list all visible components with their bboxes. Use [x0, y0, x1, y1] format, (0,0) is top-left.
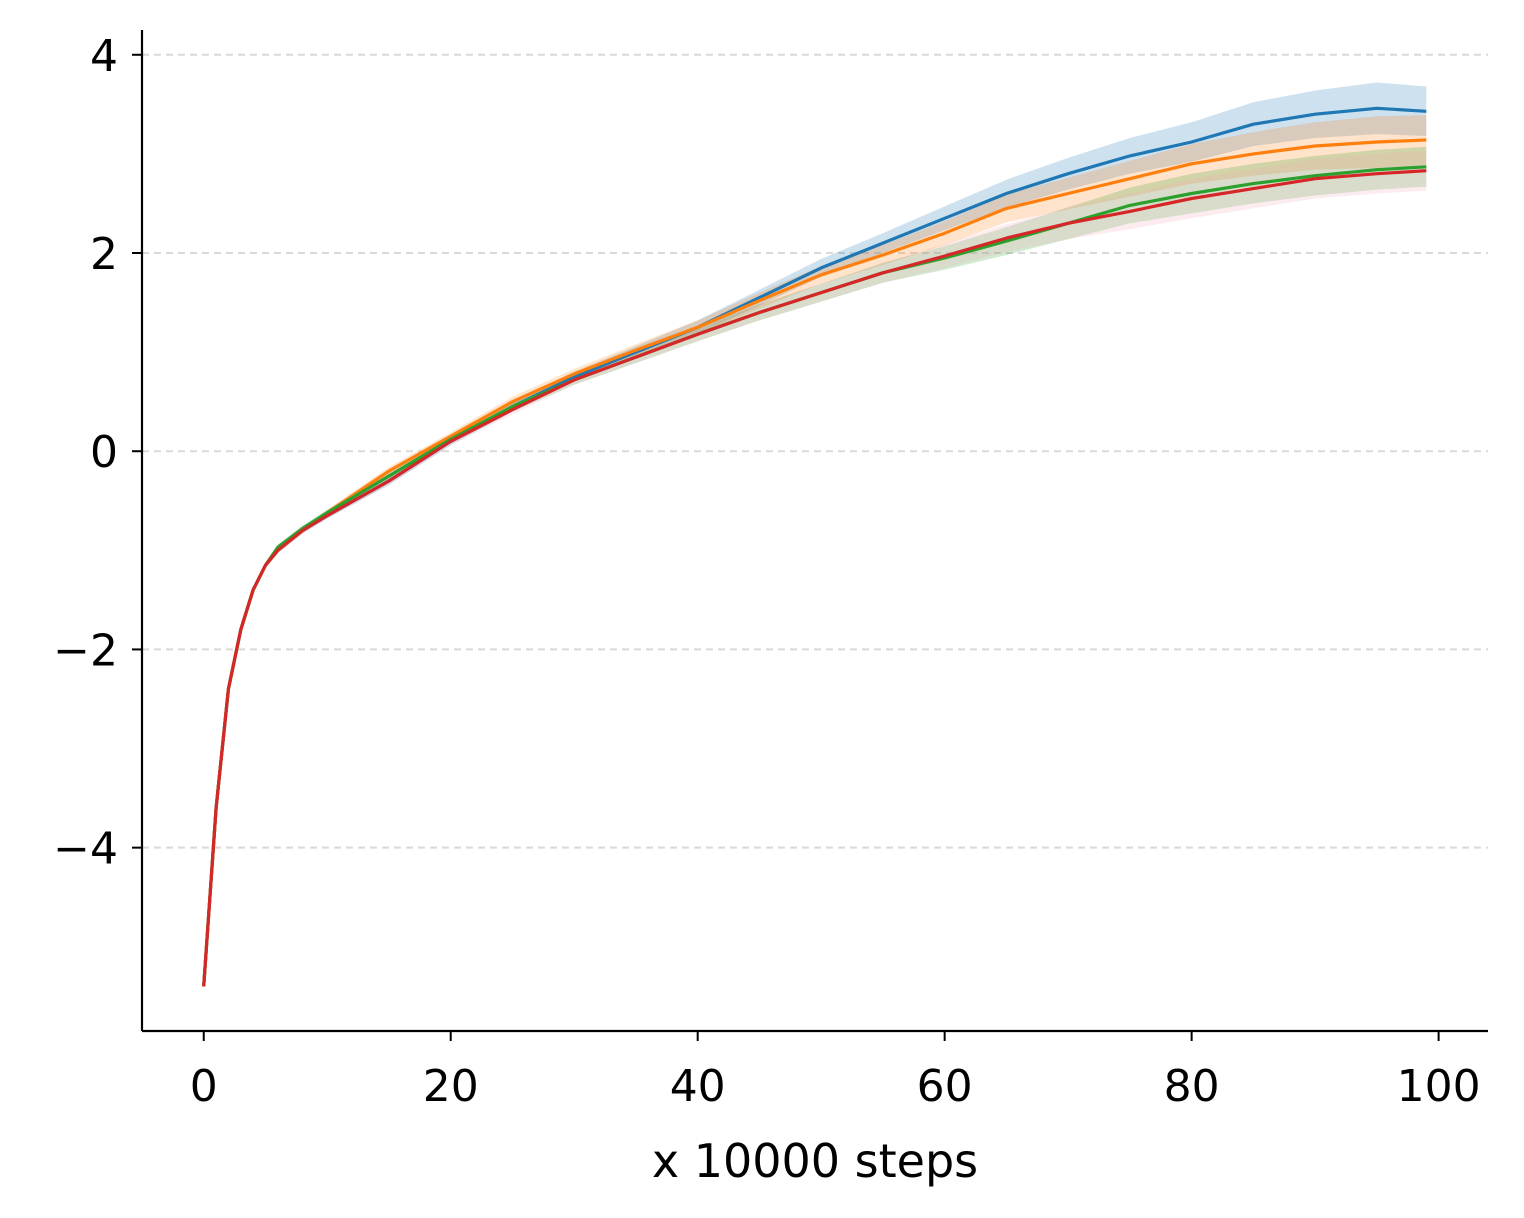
confidence-bands — [203, 82, 1427, 989]
series-2-band — [203, 115, 1427, 989]
x-tick-label: 20 — [423, 1061, 479, 1112]
series-lines — [202, 106, 1427, 987]
x-tick-label: 0 — [190, 1061, 218, 1112]
x-axis-label: x 10000 steps — [652, 1134, 978, 1188]
series-1-line — [202, 106, 1427, 987]
y-tick-label: −4 — [53, 824, 118, 875]
x-tick-label: 40 — [670, 1061, 726, 1112]
series-4-line — [202, 169, 1427, 987]
grid-lines — [142, 53, 1488, 849]
y-tick-label: −2 — [53, 625, 118, 676]
x-tick-label: 100 — [1397, 1061, 1481, 1112]
y-tick-label: 2 — [90, 229, 118, 280]
x-tick-label: 60 — [917, 1061, 973, 1112]
series-1-band — [203, 82, 1427, 989]
axes — [132, 30, 1488, 1041]
x-tick-label: 80 — [1164, 1061, 1220, 1112]
y-tick-label: 4 — [90, 31, 118, 82]
y-tick-label: 0 — [90, 427, 118, 478]
